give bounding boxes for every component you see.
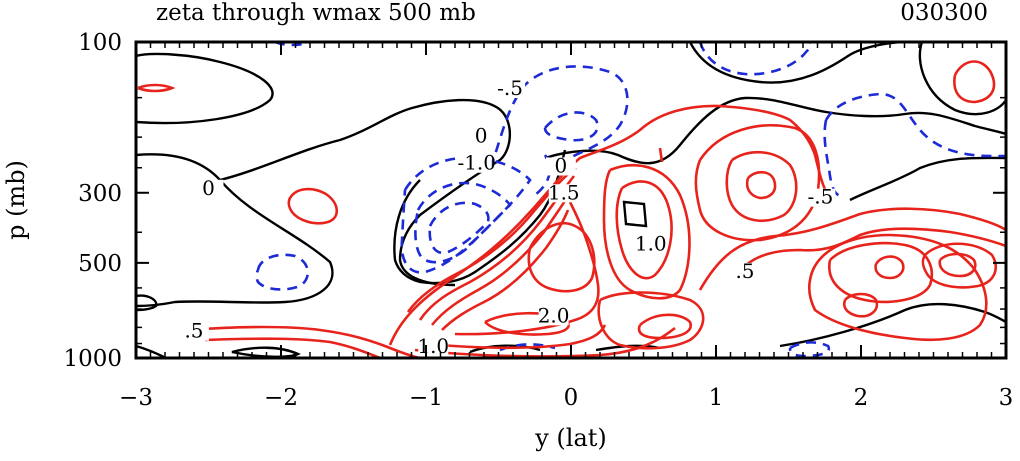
contour-label: 1.5 bbox=[548, 180, 580, 204]
positive-contour bbox=[921, 242, 997, 289]
positive-contour bbox=[527, 221, 596, 293]
negative-contour bbox=[823, 119, 841, 198]
x-tick-label: −1 bbox=[409, 385, 443, 411]
y-axis-label: p (mb) bbox=[2, 160, 30, 240]
contour-label-bg bbox=[538, 307, 569, 326]
contour-labels: 0 .5 1.0 -1.0 -.5 0 0 1.5 2.0 1.0 .5 -.5 bbox=[179, 76, 836, 358]
zero-contour bbox=[918, 42, 1006, 116]
negative-contours bbox=[255, 42, 1006, 358]
positive-contour bbox=[725, 150, 798, 222]
zero-contour bbox=[544, 96, 1006, 165]
contour-label: .5 bbox=[735, 259, 754, 283]
positive-contour bbox=[615, 180, 673, 280]
positive-contour bbox=[388, 104, 830, 346]
negative-contour bbox=[400, 156, 532, 274]
positive-contour bbox=[828, 241, 934, 304]
positive-contour bbox=[745, 170, 777, 200]
contour-label: 0 bbox=[475, 124, 488, 148]
contour-label: -.5 bbox=[497, 76, 523, 100]
negative-contour bbox=[414, 181, 512, 264]
contour-label: 1.0 bbox=[417, 334, 449, 358]
positive-contour bbox=[484, 311, 570, 336]
zero-contour bbox=[136, 294, 158, 312]
positive-contour bbox=[842, 292, 879, 318]
contour-label-bg bbox=[548, 184, 579, 203]
negative-contour bbox=[543, 111, 599, 142]
x-tick-label: 0 bbox=[564, 385, 579, 411]
contour-label-bg bbox=[495, 79, 526, 98]
contour-label-bg bbox=[635, 235, 666, 254]
contour-label-bg bbox=[466, 127, 497, 146]
positive-contour bbox=[429, 324, 607, 350]
negative-contour bbox=[255, 253, 309, 291]
zero-contour bbox=[849, 156, 1006, 202]
x-tick-label: 2 bbox=[854, 385, 869, 411]
contour-label: 0 bbox=[554, 153, 567, 177]
zero-contour bbox=[136, 52, 274, 125]
positive-contour bbox=[602, 164, 691, 300]
positive-contour bbox=[137, 83, 176, 93]
positive-contours bbox=[137, 60, 1006, 358]
positive-contour bbox=[807, 233, 988, 342]
contour-label-bg bbox=[461, 154, 492, 173]
contour-label: -.5 bbox=[807, 185, 833, 209]
positive-contour bbox=[953, 60, 996, 104]
zero-contour bbox=[136, 153, 334, 308]
positive-contour bbox=[204, 337, 381, 358]
zero-contour bbox=[231, 346, 301, 358]
positive-contour bbox=[733, 227, 1006, 281]
negative-contour bbox=[428, 201, 490, 255]
positive-contour bbox=[637, 313, 692, 340]
contour-label-bg bbox=[179, 322, 209, 341]
x-tick-label: 3 bbox=[999, 385, 1014, 411]
axes: −3 −2 −1 0 1 2 3 100 300 500 1000 bbox=[63, 30, 1013, 411]
zero-contour bbox=[219, 98, 511, 287]
positive-contour bbox=[694, 124, 821, 242]
y-tick-label: 100 bbox=[78, 30, 122, 56]
x-tick-label: −2 bbox=[264, 385, 298, 411]
contour-label-bg bbox=[545, 157, 576, 176]
contour-label: .5 bbox=[184, 319, 203, 343]
positive-contour bbox=[454, 201, 600, 336]
positive-contour bbox=[597, 291, 705, 350]
contour-label-bg bbox=[730, 262, 760, 281]
positive-contour bbox=[698, 207, 1006, 291]
contour-label: 0 bbox=[202, 176, 215, 200]
contour-label-bg bbox=[193, 179, 224, 198]
contour-label: 2.0 bbox=[538, 303, 570, 327]
zero-contour bbox=[688, 42, 901, 84]
negative-contour bbox=[824, 92, 1006, 158]
y-tick-label: 300 bbox=[78, 181, 122, 207]
y-tick-label: 500 bbox=[78, 251, 122, 277]
zero-contour bbox=[393, 149, 567, 285]
positive-contour bbox=[189, 325, 421, 358]
chart-title: zeta through wmax 500 mb bbox=[156, 0, 476, 26]
positive-contour bbox=[441, 209, 570, 331]
positive-contour bbox=[658, 147, 664, 163]
contour-label: 1.0 bbox=[635, 231, 667, 255]
x-tick-label: 1 bbox=[709, 385, 724, 411]
y-tick-label: 1000 bbox=[63, 346, 122, 372]
zero-contour bbox=[622, 200, 648, 228]
negative-contour bbox=[488, 65, 629, 169]
x-axis-label: y (lat) bbox=[534, 424, 607, 452]
positive-contour bbox=[430, 189, 574, 326]
positive-contour bbox=[287, 187, 339, 225]
positive-contour bbox=[414, 326, 676, 358]
contour-label: -1.0 bbox=[457, 151, 496, 175]
positive-contour bbox=[938, 252, 977, 278]
chart-timestamp: 030300 bbox=[900, 0, 988, 26]
negative-contour bbox=[788, 341, 831, 358]
contour-label-bg bbox=[805, 188, 836, 207]
positive-contour bbox=[874, 255, 905, 280]
x-tick-label: −3 bbox=[119, 385, 153, 411]
zero-contour bbox=[779, 302, 1006, 348]
